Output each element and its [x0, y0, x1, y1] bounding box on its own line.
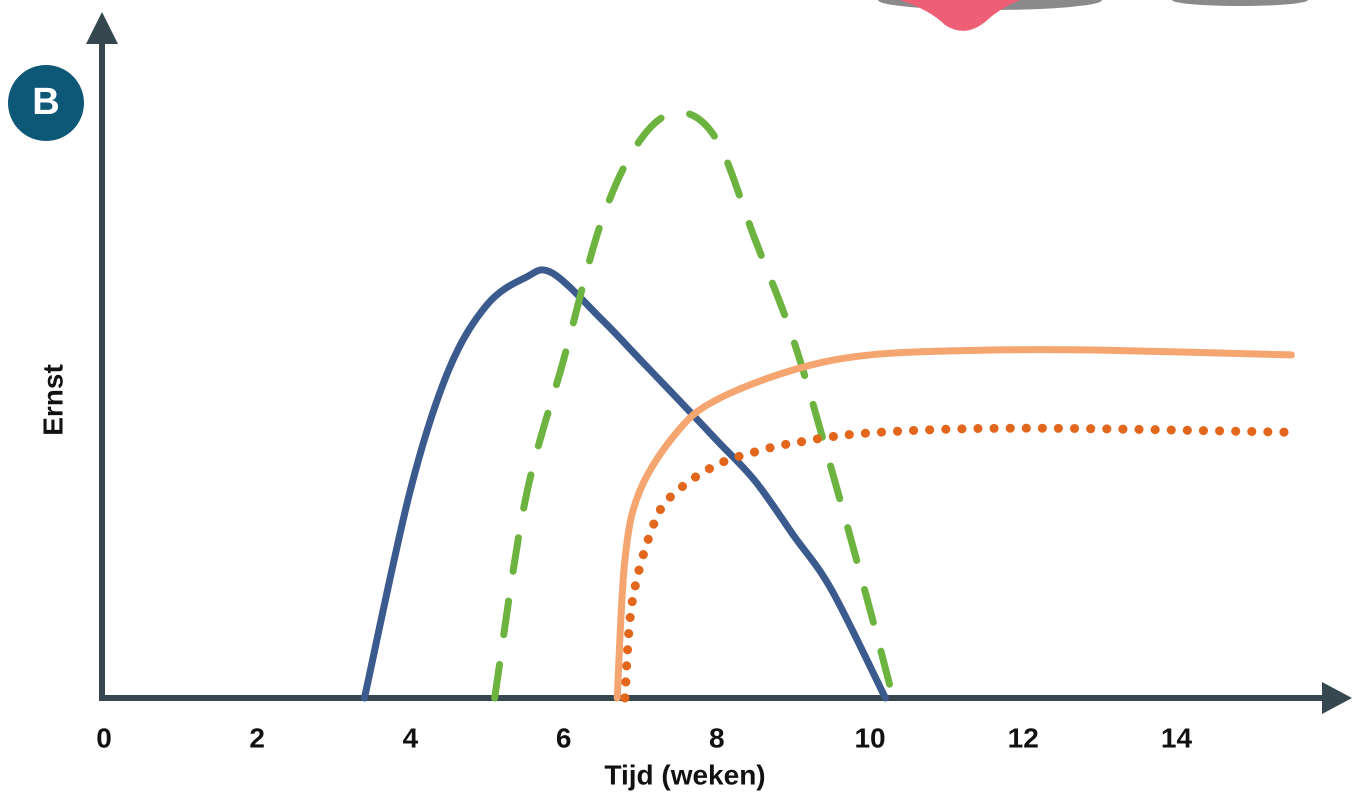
line-series: [620, 423, 1296, 703]
x-tick-label: 10: [854, 722, 885, 753]
x-axis-title: Tijd (weken): [604, 759, 765, 790]
decoration: [1172, 0, 1308, 6]
y-axis-arrow: [86, 12, 118, 44]
x-tick-label: 6: [556, 722, 572, 753]
panel-label: B: [32, 81, 59, 123]
decoration: [900, 0, 1020, 31]
line-series: [613, 346, 1295, 702]
x-tick-label: 2: [249, 722, 265, 753]
line-series: [360, 266, 889, 702]
x-tick-label: 12: [1008, 722, 1039, 753]
y-axis-title: Ernst: [37, 364, 68, 436]
line-series: [491, 108, 897, 702]
x-axis-arrow: [1322, 682, 1352, 714]
panel-badge: [8, 65, 84, 141]
x-tick-label: 0: [96, 722, 112, 753]
x-tick-label: 4: [403, 722, 419, 753]
x-tick-label: 8: [709, 722, 725, 753]
x-tick-label: 14: [1161, 722, 1193, 753]
